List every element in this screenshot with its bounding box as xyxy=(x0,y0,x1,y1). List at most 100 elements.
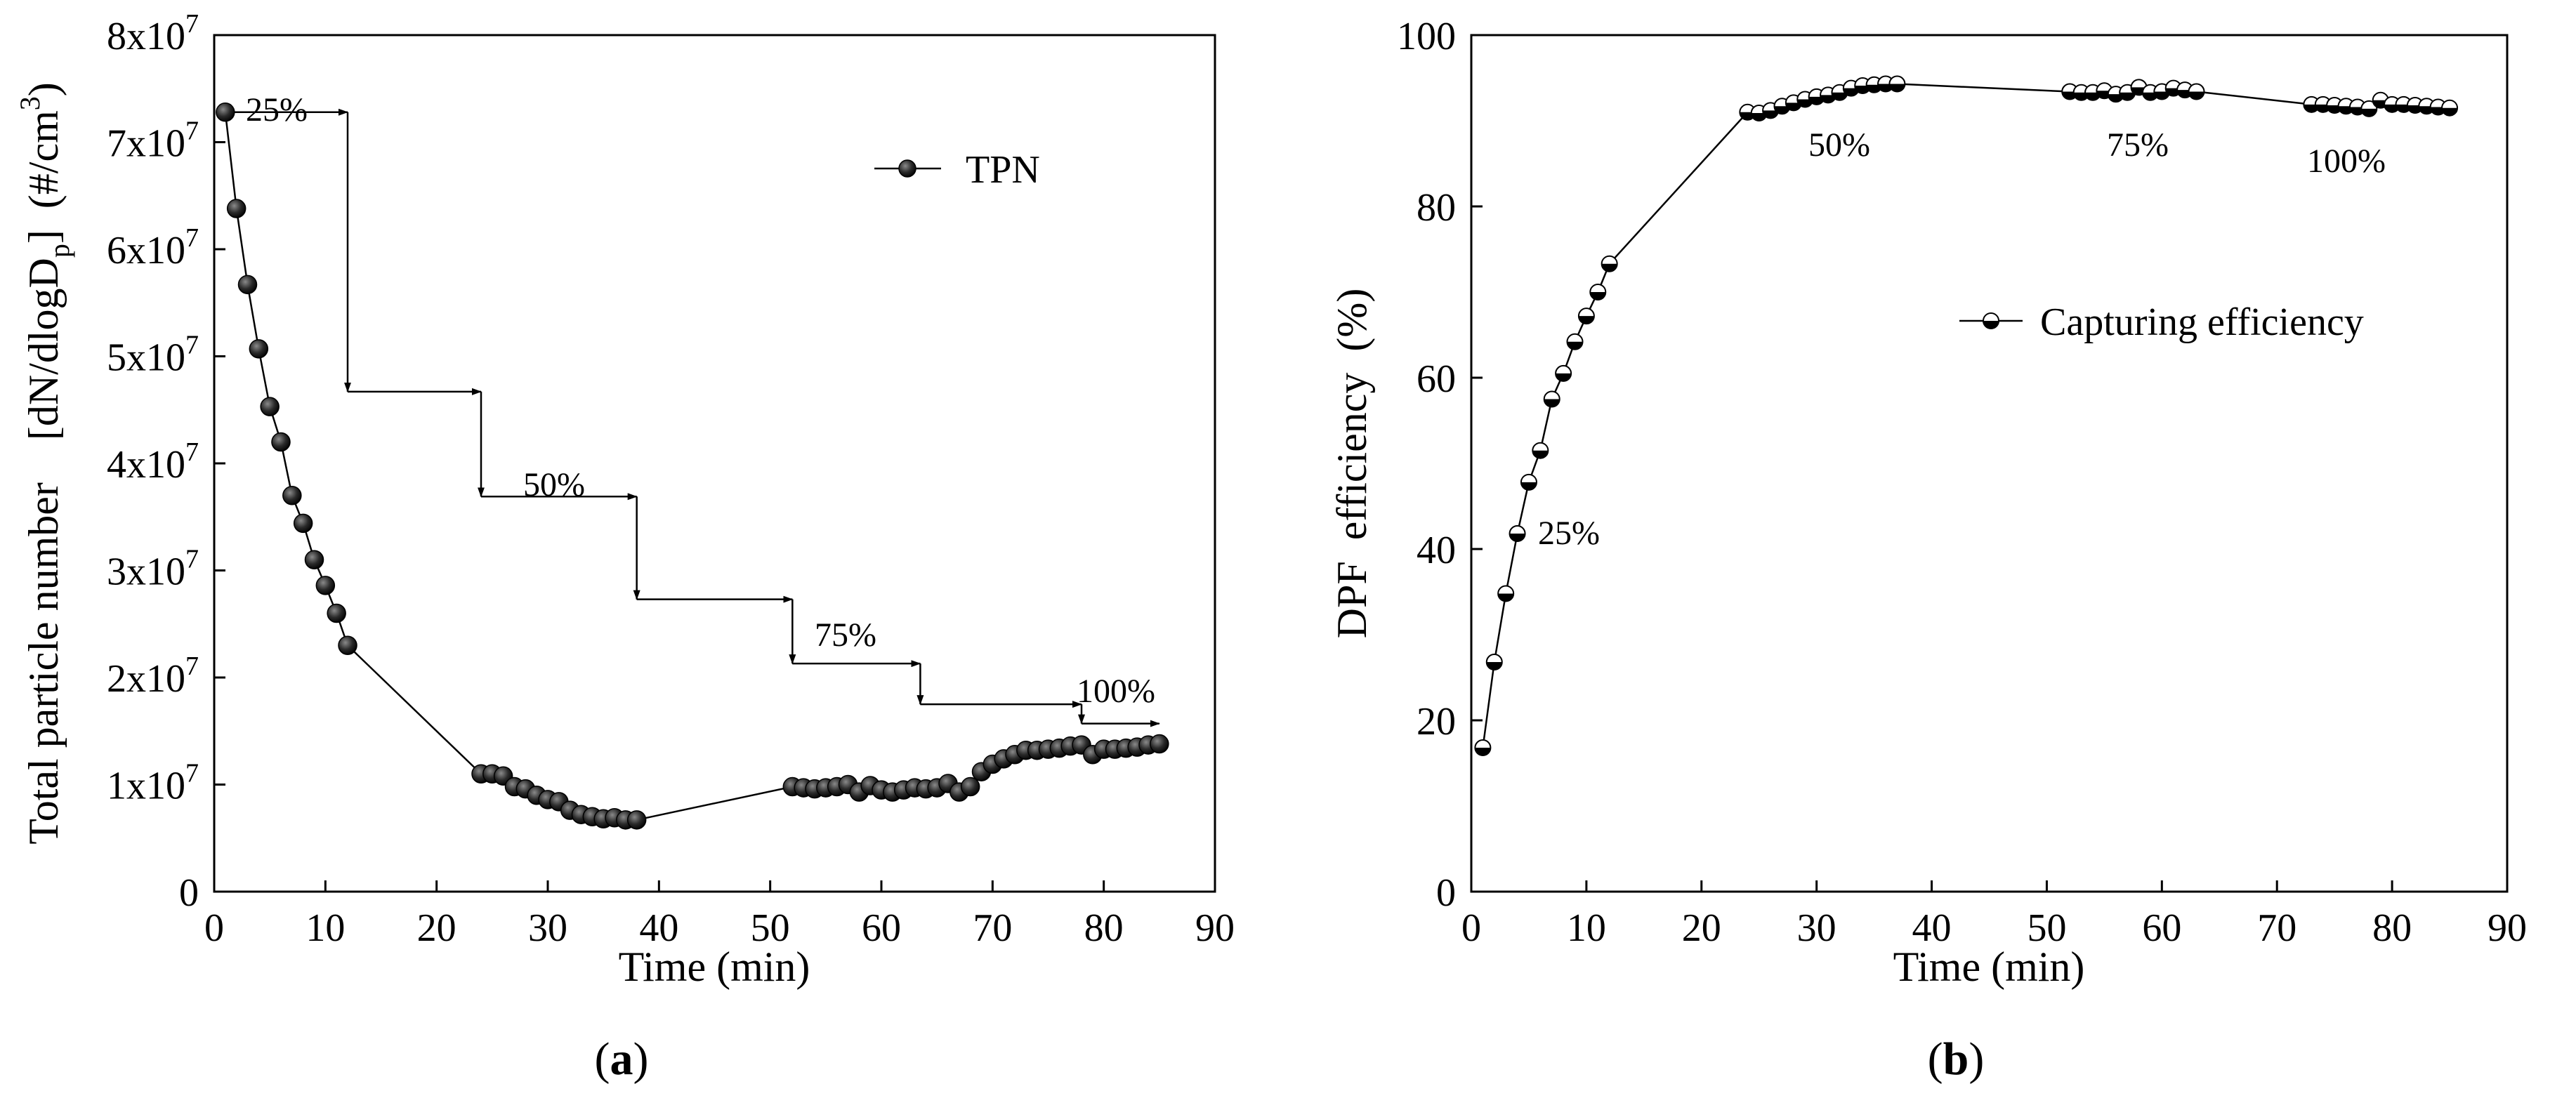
y-tick-label-a-1: 1x107 xyxy=(107,759,199,808)
data-point-b-4 xyxy=(1520,473,1537,491)
data-point-a-43 xyxy=(960,776,980,797)
series-polyline-a xyxy=(224,112,1159,821)
y-tick-label-a-3: 3x107 xyxy=(107,545,199,594)
y-tick-label-a-8: 8x107 xyxy=(107,9,199,58)
series-polyline-b xyxy=(1482,83,2450,748)
x-tick-label-a-9: 90 xyxy=(1195,906,1235,950)
x-tick-label-b-0: 0 xyxy=(1461,906,1481,950)
data-point-a-1 xyxy=(226,199,247,218)
data-point-a-4 xyxy=(260,397,280,416)
data-point-a-3 xyxy=(249,339,269,359)
annotation-50pct-a: 50% xyxy=(523,466,585,503)
y-axis-title-b: DPF efficiency (%) xyxy=(1329,289,1375,639)
x-tick-label-a-3: 30 xyxy=(528,906,567,950)
y-tick-label-b-5: 100 xyxy=(1397,15,1456,58)
y-tick-label-b-3: 60 xyxy=(1417,357,1456,401)
plot-frame-b xyxy=(1470,34,2509,893)
x-tick-label-b-4: 40 xyxy=(1912,906,1952,950)
x-axis-ticks-a: 0 10 20 30 40 50 60 70 80 90 xyxy=(204,880,1235,950)
data-point-b-16 xyxy=(1785,94,1802,112)
y-tick-label-b-2: 40 xyxy=(1417,529,1456,572)
data-point-a-5 xyxy=(271,432,291,452)
y-tick-label-b-0: 0 xyxy=(1436,871,1456,915)
panel-label-a: (a) xyxy=(595,1033,649,1085)
legend-marker-b-fill xyxy=(1983,321,1999,329)
data-point-b-0 xyxy=(1474,739,1492,757)
x-tick-label-b-3: 30 xyxy=(1797,906,1836,950)
chart-panel-a: 0 10 20 30 40 50 60 70 80 90 0 1x107 2x107 3x107 4x10… xyxy=(14,9,1235,1085)
y-tick-label-a-4: 4x107 xyxy=(107,437,199,487)
legend-label-b: Capturing efficiency xyxy=(2040,300,2364,344)
annotation-75pct-b: 75% xyxy=(2107,126,2169,164)
chart-panel-b: 0 10 20 30 40 50 60 70 80 90 0 20 40 60 80 100 25% 50%… xyxy=(1329,15,2527,1085)
data-point-b-2 xyxy=(1497,585,1515,602)
y-axis-ticks-a: 0 1x107 2x107 3x107 4x107 5x107 6x107 7x107 8x10… xyxy=(107,9,225,915)
data-point-b-37 xyxy=(2188,83,2205,100)
x-tick-label-a-5: 50 xyxy=(751,906,790,950)
data-point-b-25 xyxy=(1888,75,1906,93)
data-point-b-27 xyxy=(2072,84,2090,101)
x-tick-label-a-0: 0 xyxy=(204,906,224,950)
y-tick-label-b-4: 80 xyxy=(1417,186,1456,230)
y-tick-label-a-0: 0 xyxy=(179,871,199,915)
data-point-b-50 xyxy=(2441,99,2459,117)
legend-label-a: TPN xyxy=(966,148,1040,192)
data-point-b-9 xyxy=(1577,308,1595,325)
data-point-b-43 xyxy=(2360,100,2378,117)
y-tick-label-a-5: 5x107 xyxy=(107,331,199,380)
legend-marker-a xyxy=(898,159,916,178)
x-tick-label-b-6: 60 xyxy=(2142,906,2181,950)
data-point-b-11 xyxy=(1601,255,1618,272)
data-point-a-10 xyxy=(327,603,346,623)
x-tick-label-b-7: 70 xyxy=(2257,906,2296,950)
data-point-a-11 xyxy=(338,635,357,655)
y-tick-label-a-7: 7x107 xyxy=(107,117,199,166)
data-point-a-0 xyxy=(216,103,235,122)
series-points-b xyxy=(1474,75,2459,757)
data-point-b-7 xyxy=(1555,364,1572,382)
data-point-a-60 xyxy=(1150,734,1169,754)
step-arrows-a xyxy=(225,108,1160,727)
legend-b: Capturing efficiency xyxy=(1959,300,2364,344)
x-axis-ticks-b: 0 10 20 30 40 50 60 70 80 90 xyxy=(1461,880,2527,950)
x-tick-label-a-8: 80 xyxy=(1084,906,1124,950)
x-tick-label-b-8: 80 xyxy=(2372,906,2412,950)
x-tick-label-b-5: 50 xyxy=(2027,906,2066,950)
panel-label-b: (b) xyxy=(1928,1033,1985,1085)
x-tick-label-a-1: 10 xyxy=(305,906,345,950)
annotation-25pct-a: 25% xyxy=(246,91,308,128)
y-tick-label-a-6: 6x107 xyxy=(107,223,199,272)
data-point-b-6 xyxy=(1543,390,1560,408)
data-point-b-8 xyxy=(1566,333,1584,350)
series-line-a xyxy=(224,112,1159,821)
x-tick-label-b-2: 20 xyxy=(1682,906,1721,950)
x-tick-label-b-9: 90 xyxy=(2488,906,2527,950)
x-tick-label-a-2: 20 xyxy=(417,906,456,950)
data-point-b-5 xyxy=(1532,442,1549,459)
data-point-a-8 xyxy=(304,550,324,569)
annotation-100pct-b: 100% xyxy=(2307,143,2386,180)
y-tick-label-b-1: 20 xyxy=(1417,700,1456,743)
data-point-a-9 xyxy=(315,576,336,595)
series-line-b xyxy=(1482,83,2450,748)
data-point-b-1 xyxy=(1485,654,1503,671)
plot-frame-a xyxy=(213,34,1216,893)
annotation-25pct-b: 25% xyxy=(1538,515,1600,552)
x-tick-label-a-6: 60 xyxy=(862,906,901,950)
data-point-b-10 xyxy=(1589,284,1607,300)
x-axis-title-a: Time (min) xyxy=(619,944,810,990)
x-tick-label-a-7: 70 xyxy=(973,906,1012,950)
data-point-a-6 xyxy=(282,486,302,505)
y-axis-ticks-b: 0 20 40 60 80 100 xyxy=(1397,15,1483,915)
legend-a: TPN xyxy=(874,148,1040,192)
data-point-a-7 xyxy=(293,513,313,534)
data-point-a-26 xyxy=(626,810,647,830)
annotation-75pct-a: 75% xyxy=(815,616,876,654)
annotation-50pct-b: 50% xyxy=(1808,126,1870,164)
x-tick-label-b-1: 10 xyxy=(1567,906,1606,950)
series-points-a xyxy=(216,103,1169,830)
x-axis-title-b: Time (min) xyxy=(1893,944,2085,990)
x-tick-label-a-4: 40 xyxy=(639,906,678,950)
data-point-b-3 xyxy=(1509,525,1526,543)
